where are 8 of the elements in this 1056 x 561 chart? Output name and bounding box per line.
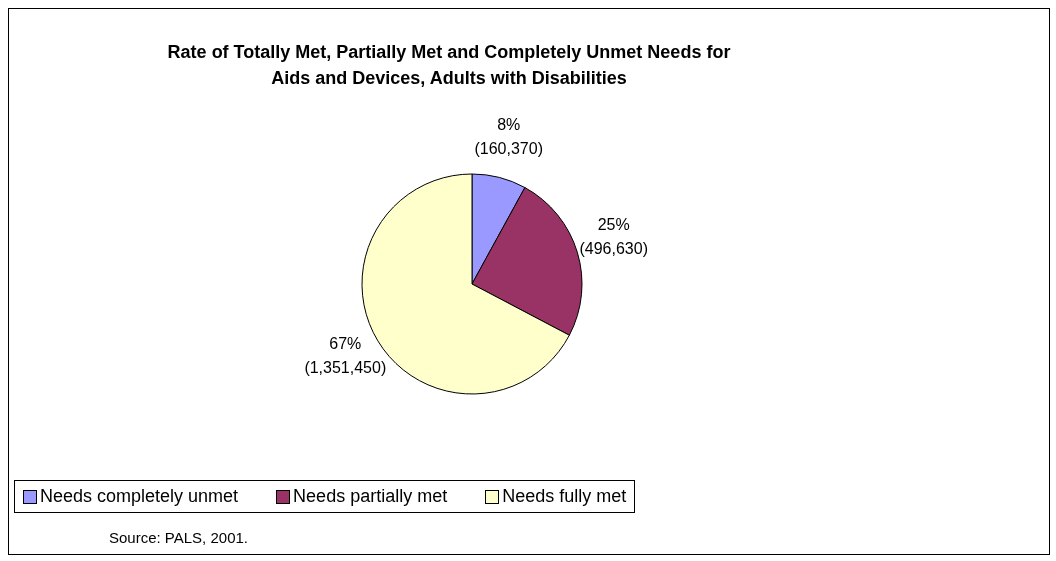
legend-label: Needs partially met xyxy=(292,486,448,507)
legend-label: Needs completely unmet xyxy=(39,486,239,507)
data-label: 67% (1,351,450) xyxy=(304,335,387,377)
chart-title: Rate of Totally Met, Partially Met and Completely Unmet Needs for Aids and Devices, Adults with Disabilities xyxy=(166,41,732,90)
legend-label: Needs fully met xyxy=(501,486,627,507)
data-label: 8% (160,370) xyxy=(474,115,543,157)
source-note: Source: PALS, 2001. xyxy=(109,529,248,546)
data-label: 25% (496,630) xyxy=(579,216,648,258)
